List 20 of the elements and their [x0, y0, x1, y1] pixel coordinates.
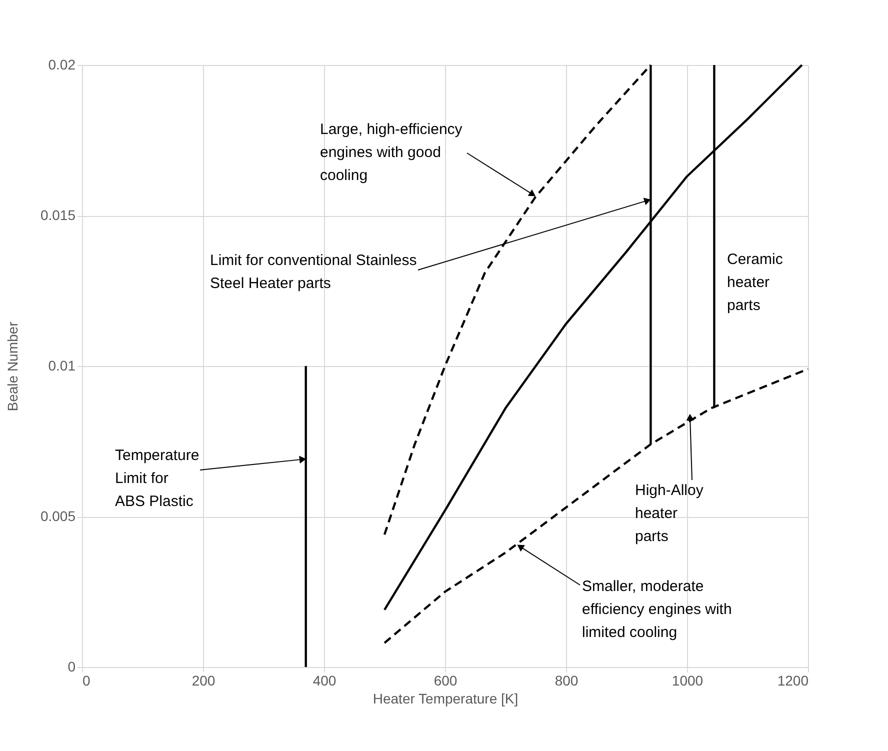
x-tick-label: 0	[82, 672, 90, 688]
x-tick-label: 600	[434, 672, 458, 688]
x-tick-label: 400	[312, 672, 336, 688]
y-tick-label: 0.02	[48, 56, 76, 72]
annotation: Limit for conventional Stainless Steel Heater parts	[210, 252, 417, 292]
annotation: Ceramic heater parts	[727, 251, 784, 314]
annotation: Smaller, moderate efficiency engines with limited cooling	[582, 578, 732, 641]
y-tick-label: 0.015	[40, 207, 76, 223]
y-tick-label: 0	[68, 658, 76, 674]
x-tick-label: 800	[554, 672, 578, 688]
x-tick-label: 200	[192, 672, 216, 688]
annotation: High-Alloy heater parts	[635, 482, 704, 545]
annotation: Temperature Limit for ABS Plastic	[115, 447, 200, 510]
y-tick-label: 0.005	[40, 508, 76, 524]
x-tick-label: 1200	[777, 672, 809, 688]
annotation: Large, high-efficiency engines with good cooling	[320, 121, 463, 184]
x-tick-label: 1000	[672, 672, 704, 688]
y-tick-label: 0.01	[48, 358, 76, 374]
x-axis-title: Heater Temperature [K]	[372, 690, 518, 706]
y-axis-title: Beale Number	[4, 321, 20, 412]
